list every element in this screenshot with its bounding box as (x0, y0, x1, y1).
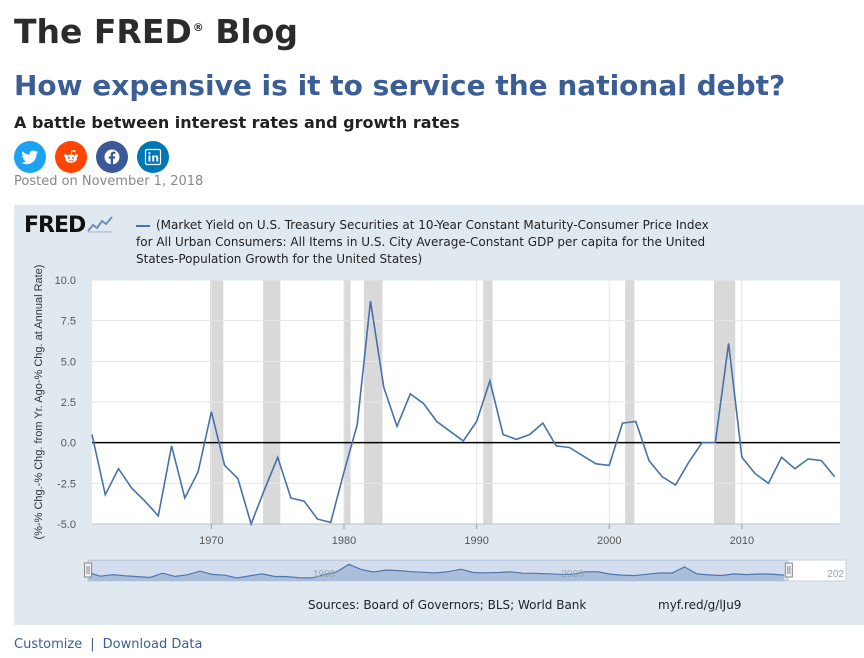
navigator-label: 202 (827, 569, 844, 580)
x-tick-label: 2010 (730, 535, 754, 547)
fred-logo[interactable]: FRED (24, 213, 114, 238)
footer-links: Customize | Download Data (14, 637, 202, 652)
legend-line-marker (136, 224, 150, 227)
customize-link[interactable]: Customize (14, 637, 83, 652)
y-tick-label: -5.0 (57, 519, 76, 531)
legend-series-label: (Market Yield on U.S. Treasury Securitie… (136, 218, 709, 266)
post-title: How expensive is it to service the natio… (14, 69, 786, 102)
blog-title[interactable]: The FRED® Blog (14, 12, 298, 51)
series-line (91, 300, 836, 527)
fred-chart-icon (87, 216, 114, 233)
facebook-share-button[interactable] (96, 141, 128, 173)
linkedin-icon (144, 148, 162, 166)
y-tick-label: 0.0 (61, 438, 76, 450)
chart-sources: Sources: Board of Governors; BLS; World … (308, 598, 587, 612)
y-tick-label: 2.5 (61, 397, 76, 409)
navigator[interactable]: 1980 2000 202 (84, 559, 847, 582)
navigator-label: 2000 (561, 569, 584, 580)
post-subtitle: A battle between interest rates and grow… (14, 113, 460, 132)
navigator-label: 1980 (313, 569, 336, 580)
reddit-share-button[interactable] (55, 141, 87, 173)
twitter-icon (21, 150, 39, 165)
y-axis-label: (%-% Chg.-% Chg. from Yr. Ago-% Chg. at … (33, 265, 45, 540)
facebook-icon (104, 149, 120, 165)
y-tick-label: 10.0 (55, 275, 76, 287)
fred-logo-text: FRED (24, 213, 86, 238)
navigator-series-line (87, 563, 784, 579)
x-tick-label: 1980 (332, 535, 356, 547)
y-tick-label: 5.0 (61, 356, 76, 368)
footer-separator: | (90, 637, 95, 652)
y-axis-ticks: 10.0 7.5 5.0 2.5 0.0 -2.5 -5.0 (55, 275, 76, 531)
registered-mark: ® (192, 21, 204, 34)
twitter-share-button[interactable] (14, 141, 46, 173)
share-buttons (14, 141, 169, 173)
reddit-icon (64, 150, 78, 163)
x-axis-ticks: 1970 1980 1990 2000 2010 (92, 523, 840, 547)
chart-legend: (Market Yield on U.S. Treasury Securitie… (136, 217, 716, 268)
x-tick-label: 1990 (464, 535, 488, 547)
x-tick-label: 2000 (597, 535, 621, 547)
posted-date: Posted on November 1, 2018 (14, 174, 204, 189)
navigator-handle[interactable] (784, 562, 793, 578)
x-tick-label: 1970 (199, 535, 223, 547)
download-data-link[interactable]: Download Data (102, 637, 203, 652)
navigator-handle[interactable] (84, 562, 92, 578)
blog-title-suffix: Blog (215, 12, 299, 51)
y-tick-label: 7.5 (61, 316, 76, 328)
navigator-selection[interactable] (88, 560, 789, 581)
y-tick-label: -2.5 (57, 478, 76, 490)
navigator-series-area (88, 564, 784, 581)
blog-title-text: The FRED (14, 12, 192, 51)
chart-shortlink[interactable]: myf.red/g/lJu9 (658, 598, 742, 612)
linkedin-share-button[interactable] (137, 141, 169, 173)
